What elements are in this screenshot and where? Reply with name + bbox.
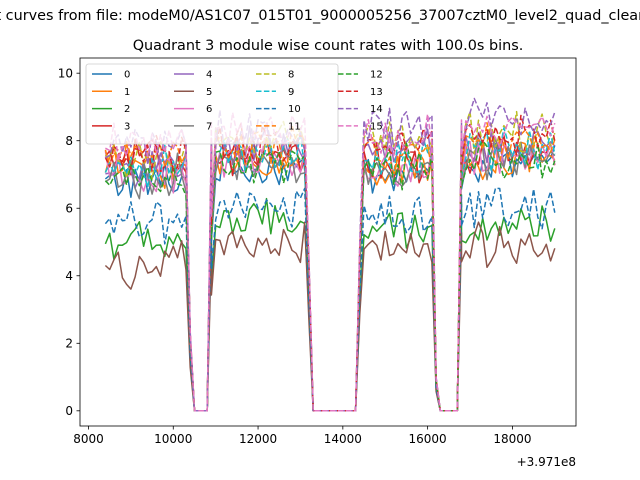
x-tick-label: 16000 (409, 432, 447, 446)
x-tick-label: 18000 (493, 432, 531, 446)
y-tick-label: 2 (65, 337, 73, 351)
chart-title: Quadrant 3 module wise count rates with … (133, 38, 524, 54)
series-line-5 (104, 221, 556, 412)
legend-label-1: 1 (124, 87, 130, 98)
x-tick-label: 10000 (154, 432, 192, 446)
y-tick-label: 8 (65, 134, 73, 148)
legend-label-12: 12 (370, 70, 383, 81)
legend-label-11: 11 (288, 121, 301, 132)
axes-frame (79, 57, 577, 427)
legend-label-10: 10 (288, 104, 301, 115)
legend-label-3: 3 (124, 121, 130, 132)
legend-label-6: 6 (206, 104, 212, 115)
legend-label-4: 4 (206, 70, 212, 81)
legend-label-8: 8 (288, 70, 294, 81)
legend-label-9: 9 (288, 87, 294, 98)
legend-box (85, 63, 339, 145)
suptitle: Light curves from file: modeM0/AS1C07_01… (0, 8, 640, 24)
legend-label-5: 5 (206, 87, 212, 98)
x-tick-label: 8000 (73, 432, 104, 446)
legend-label-13: 13 (370, 87, 383, 98)
x-tick-label: 12000 (239, 432, 277, 446)
legend-label-14: 14 (370, 104, 383, 115)
series-line-8 (105, 110, 556, 412)
legend-label-15: 15 (370, 121, 383, 132)
x-tick-label: 14000 (324, 432, 362, 446)
y-tick-label: 10 (58, 66, 73, 80)
x-offset-label: +3.971e8 (517, 455, 576, 469)
legend-label-0: 0 (124, 70, 130, 81)
legend-label-7: 7 (206, 121, 212, 132)
y-tick-label: 6 (65, 202, 73, 216)
legend-label-2: 2 (124, 104, 130, 115)
y-tick-label: 4 (65, 269, 73, 283)
series-line-10 (104, 187, 556, 412)
y-tick-label: 0 (65, 404, 73, 418)
